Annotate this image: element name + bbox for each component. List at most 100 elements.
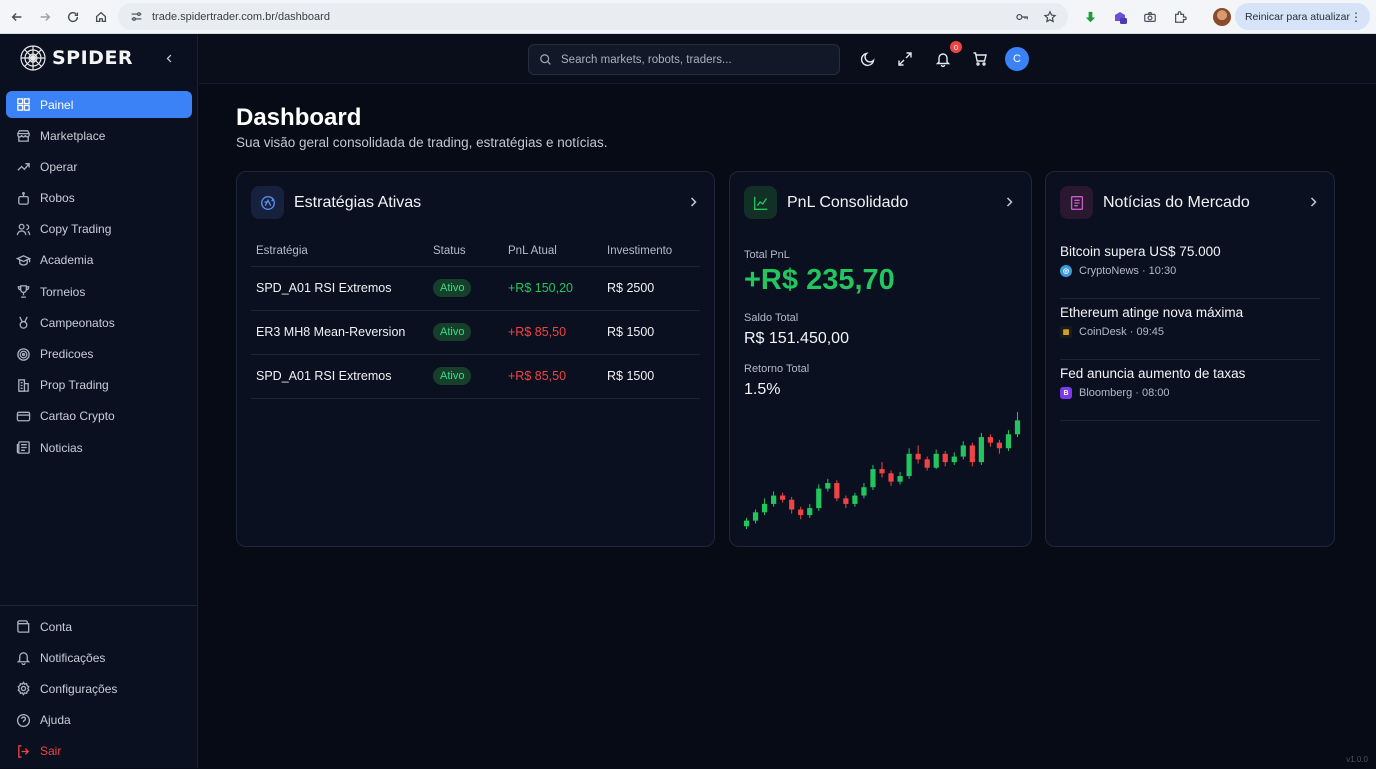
download-icon[interactable]	[1080, 7, 1100, 27]
candle-body	[978, 437, 984, 463]
address-bar[interactable]: trade.spidertrader.com.br/dashboard	[118, 3, 1068, 30]
sidebar-item-label: Marketplace	[40, 128, 106, 143]
total-pnl-value: +R$ 235,70	[744, 264, 895, 296]
sidebar-item-operar[interactable]: Operar	[6, 153, 192, 180]
news-item[interactable]: Ethereum atinge nova máxima ▦ CoinDesk ·…	[1060, 299, 1320, 360]
total-pnl-label: Total PnL	[744, 249, 790, 261]
candle	[924, 456, 930, 471]
candle-body	[942, 453, 948, 463]
top-bar: 0 C	[199, 35, 1376, 84]
collapse-chevron-icon[interactable]	[161, 50, 177, 66]
search-box[interactable]	[528, 44, 840, 75]
candle	[996, 439, 1003, 454]
target-icon	[16, 347, 31, 362]
app-root: SPIDER Painel Marketplace Operar Robos	[0, 35, 1376, 768]
medal-icon	[16, 315, 31, 330]
candle	[780, 492, 786, 503]
candle-body	[960, 445, 966, 457]
table-row[interactable]: ER3 MH8 Mean-Reversion Ativo +R$ 85,50 R…	[251, 310, 700, 355]
sidebar-item-ajuda[interactable]: Ajuda	[6, 707, 192, 734]
sidebar-item-predicoes[interactable]: Predicoes	[6, 341, 192, 368]
chevron-right-icon[interactable]	[687, 196, 699, 208]
sidebar-item-label: Ajuda	[40, 713, 71, 728]
sidebar-item-robos[interactable]: Robos	[6, 185, 192, 212]
investment-value: R$ 1500	[602, 310, 700, 355]
home-icon[interactable]	[87, 3, 115, 31]
sidebar-item-painel[interactable]: Painel	[6, 91, 192, 118]
chevron-right-icon[interactable]	[1003, 196, 1015, 208]
card-header: Estratégias Ativas	[251, 186, 421, 219]
candle	[1014, 412, 1021, 438]
password-key-icon[interactable]	[1014, 9, 1030, 25]
main-content: Dashboard Sua visão geral consolidada de…	[199, 84, 1376, 768]
sidebar-item-conta[interactable]: Conta	[6, 613, 192, 640]
chevron-right-icon[interactable]	[1307, 196, 1319, 208]
news-title: Bitcoin supera US$ 75.000	[1060, 244, 1221, 259]
moon-icon[interactable]	[859, 50, 877, 68]
update-button[interactable]: Reinicar para atualizar ⋮	[1234, 3, 1370, 30]
wallet-icon	[16, 619, 31, 634]
candle	[906, 448, 912, 479]
candle	[771, 491, 777, 507]
candle-body	[834, 483, 840, 499]
balance-label: Saldo Total	[744, 312, 799, 324]
candle-body	[1005, 434, 1012, 449]
sidebar-item-academia[interactable]: Academia	[6, 247, 192, 274]
sidebar-item-cartao-crypto[interactable]: Cartao Crypto	[6, 403, 192, 430]
sidebar-item-noticias[interactable]: Noticias	[6, 434, 192, 461]
candle	[752, 509, 759, 524]
news-item[interactable]: Bitcoin supera US$ 75.000 ◎ CryptoNews ·…	[1060, 238, 1320, 299]
fullscreen-icon[interactable]	[896, 50, 914, 68]
candle-body	[951, 456, 957, 463]
logo[interactable]: SPIDER	[18, 43, 133, 73]
table-row[interactable]: SPD_A01 RSI Extremos Ativo +R$ 85,50 R$ …	[251, 354, 700, 399]
news-meta: B Bloomberg · 08:00	[1060, 387, 1170, 399]
url-text: trade.spidertrader.com.br/dashboard	[152, 10, 330, 23]
sidebar-item-prop-trading[interactable]: Prop Trading	[6, 372, 192, 399]
sidebar-item-marketplace[interactable]: Marketplace	[6, 122, 192, 149]
sidebar-item-sair[interactable]: Sair	[6, 738, 192, 765]
strategy-name: SPD_A01 RSI Extremos	[251, 354, 428, 399]
user-avatar[interactable]: C	[1005, 47, 1029, 71]
sidebar-item-campeonatos[interactable]: Campeonatos	[6, 309, 192, 336]
search-input[interactable]	[561, 53, 821, 66]
candle-body	[752, 512, 759, 521]
candle-body	[924, 459, 930, 468]
sidebar: SPIDER Painel Marketplace Operar Robos	[0, 35, 198, 768]
cart-icon[interactable]	[971, 50, 989, 68]
candle	[879, 462, 885, 478]
site-settings-icon[interactable]	[128, 9, 144, 25]
news-title: Fed anuncia aumento de taxas	[1060, 366, 1246, 381]
status-badge: Ativo	[433, 367, 472, 385]
bell-icon[interactable]	[934, 50, 952, 68]
candle-body	[771, 495, 777, 504]
sidebar-item-label: Configurações	[40, 681, 118, 696]
forward-arrow-icon[interactable]	[31, 3, 59, 31]
return-label: Retorno Total	[744, 363, 810, 375]
sidebar-item-copy-trading[interactable]: Copy Trading	[6, 216, 192, 243]
sidebar-item-torneios[interactable]: Torneios	[6, 278, 192, 305]
reload-icon[interactable]	[59, 3, 87, 31]
sidebar-item-configuracoes[interactable]: Configurações	[6, 675, 192, 702]
table-row[interactable]: SPD_A01 RSI Extremos Ativo +R$ 150,20 R$…	[251, 266, 700, 311]
candle	[960, 441, 966, 460]
browser-toolbar: trade.spidertrader.com.br/dashboard Rein…	[0, 0, 1376, 34]
sidebar-item-label: Painel	[40, 97, 74, 112]
sidebar-item-label: Notificações	[40, 650, 106, 665]
pnl-card: PnL Consolidado Total PnL +R$ 235,70 Sal…	[729, 171, 1032, 547]
card-title: PnL Consolidado	[787, 193, 909, 211]
profile-avatar[interactable]	[1212, 7, 1232, 27]
menu-dots-icon[interactable]: ⋮	[1350, 10, 1362, 24]
extensions-puzzle-icon[interactable]	[1170, 7, 1190, 27]
camera-icon[interactable]	[1140, 7, 1160, 27]
bell-icon	[16, 650, 31, 666]
sidebar-item-notificacoes[interactable]: Notificações	[6, 644, 192, 671]
extension-badge-icon[interactable]	[1110, 7, 1130, 27]
sidebar-item-label: Predicoes	[40, 347, 94, 361]
bookmark-star-icon[interactable]	[1042, 9, 1058, 25]
status-cell: Ativo	[428, 354, 503, 399]
news-item[interactable]: Fed anuncia aumento de taxas B Bloomberg…	[1060, 360, 1320, 421]
sidebar-nav: Painel Marketplace Operar Robos Copy Tra…	[6, 91, 192, 465]
card-header: Notícias do Mercado	[1060, 186, 1250, 219]
back-arrow-icon[interactable]	[3, 3, 31, 31]
